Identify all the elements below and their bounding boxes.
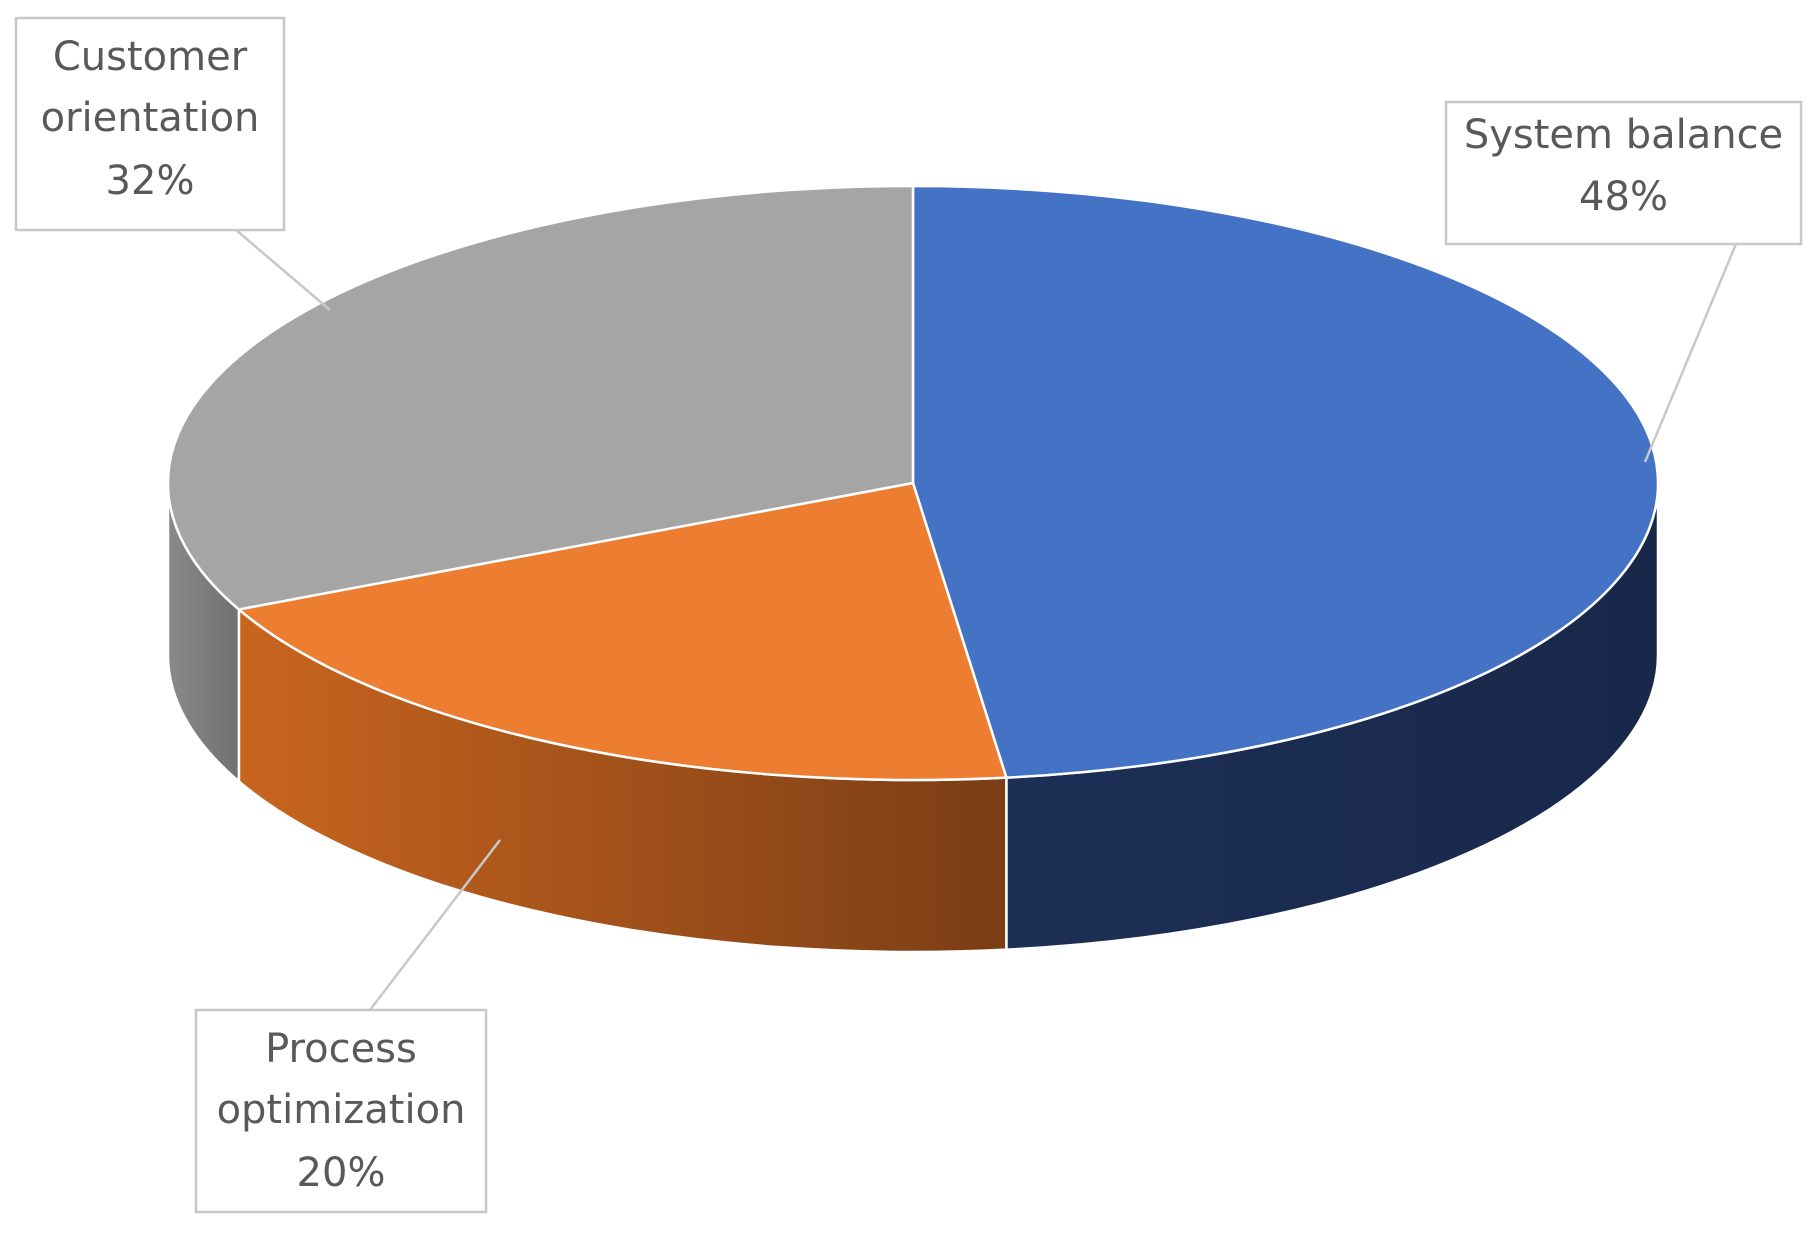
pie-slice-process-optimization — [237, 481, 1008, 782]
value-label-process-optimization: 20% — [297, 1150, 386, 1196]
data-label-callouts: System balance 48% Process optimization 20% C… — [14, 16, 1803, 1214]
value-label-customer-orientation: 32% — [106, 158, 195, 204]
category-label-process-optimization-line-2: optimization — [217, 1087, 466, 1133]
leader-line-system-balance — [1643, 243, 1738, 463]
callout-box-system-balance — [1444, 100, 1803, 246]
category-label-customer-orientation-line-2: orientation — [41, 95, 260, 141]
value-label-system-balance: 48% — [1579, 174, 1668, 220]
data-label-process-optimization: Process optimization 20% — [194, 1008, 488, 1214]
callout-box-customer-orientation — [14, 16, 286, 232]
category-label-system-balance-line-1: System balance — [1464, 112, 1783, 158]
category-label-customer-orientation-line-1: Customer — [53, 34, 248, 80]
callout-box-process-optimization — [194, 1008, 488, 1214]
category-label-process-optimization-line-1: Process — [265, 1026, 417, 1072]
pie-slice-customer-orientation — [166, 184, 915, 611]
pie-slice-system-balance — [911, 184, 1660, 779]
pie-tops — [166, 184, 1660, 782]
data-label-system-balance: System balance 48% — [1444, 100, 1803, 246]
leader-line-process-optimization — [369, 839, 501, 1011]
leader-line-customer-orientation — [235, 229, 331, 311]
data-label-customer-orientation: Customer orientation 32% — [14, 16, 286, 232]
callout-leaders — [235, 229, 1738, 1011]
